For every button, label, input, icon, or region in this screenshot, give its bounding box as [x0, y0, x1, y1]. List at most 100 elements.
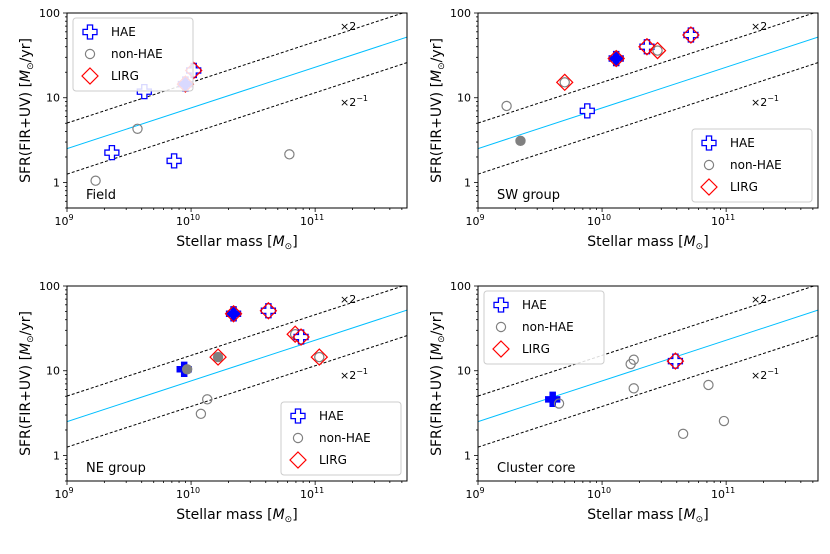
x2-annotation: ×2 [340, 293, 356, 306]
y-tick-label: 10 [46, 92, 60, 105]
lirg-marker [648, 41, 667, 60]
y-tick-label: 100 [39, 280, 60, 293]
hae-point [225, 306, 242, 322]
x-tick-label: 109 [54, 213, 73, 228]
non-hae-point [212, 351, 224, 363]
x-axis-label: Stellar mass [M⊙] [587, 234, 708, 252]
y-tick-label: 1 [53, 449, 60, 462]
legend-label: HAE [522, 298, 547, 312]
non-hae-point [652, 45, 663, 56]
y-axis-label: SFR(FIR+UV) [M⊙/yr] [18, 311, 36, 456]
x-tick-label: 1011 [300, 213, 324, 228]
legend-label: non-HAE [730, 158, 782, 172]
sequence-lines [67, 286, 407, 448]
legend-lirg-marker [81, 67, 99, 85]
lirg-marker [638, 37, 656, 56]
legend-label: LIRG [111, 69, 139, 83]
non-hae-point [284, 149, 295, 160]
legend-non-hae-marker [495, 321, 507, 333]
legend-label: non-HAE [319, 431, 371, 445]
panel-title: NE group [86, 461, 146, 476]
panel-title: Cluster core [497, 461, 575, 476]
legend-hae-marker [82, 24, 98, 40]
legend-non-hae-marker [292, 432, 304, 444]
panel-cluster-core: 109 1010 1011 1 10 100 Stellar mass [M⊙] SFR(FI… [429, 280, 819, 525]
hae-point [608, 50, 624, 67]
legend-lirg-marker [289, 451, 307, 469]
non-hae-point [553, 398, 565, 409]
legend-label: HAE [111, 25, 136, 39]
hae-point [104, 144, 120, 161]
non-hae-point [703, 379, 714, 391]
legend-label: LIRG [319, 453, 347, 467]
x2-annotation: ×2 [751, 293, 767, 306]
y-tick-label: 100 [450, 7, 471, 20]
legend: HAE non-HAE LIRG [280, 401, 402, 476]
non-hae-point [314, 351, 325, 363]
non-hae-point [132, 123, 143, 135]
x-tick-label: 1011 [300, 486, 324, 501]
x-tick-label: 1010 [176, 213, 200, 228]
sequence-lines [478, 13, 818, 175]
hae-point [639, 39, 655, 55]
x2-inverse-annotation: ×2−1 [340, 94, 368, 109]
x2-inverse-annotation: ×2−1 [340, 367, 368, 382]
lirg-marker [607, 49, 626, 68]
legend-label: HAE [730, 136, 755, 150]
non-hae-point [718, 415, 730, 427]
legend-label: non-HAE [111, 47, 163, 61]
x2-annotation: ×2 [340, 20, 356, 33]
non-hae-point [677, 428, 689, 440]
main-sequence-line [478, 36, 818, 150]
non-hae-point [628, 354, 639, 365]
y-tick-label: 10 [457, 365, 471, 378]
x-tick-label: 109 [465, 486, 484, 501]
hae-point [579, 103, 595, 119]
lirg-marker [259, 301, 278, 320]
y-tick-label: 10 [457, 92, 471, 105]
non-hae-point [90, 175, 101, 186]
x-tick-label: 1010 [587, 213, 611, 228]
y-axis-label: SFR(FIR+UV) [M⊙/yr] [429, 38, 447, 183]
panel-title: SW group [497, 188, 560, 203]
non-hae-point [515, 135, 526, 147]
legend-box [280, 401, 402, 476]
non-hae-point [195, 408, 207, 420]
legend-label: HAE [319, 409, 344, 423]
legend-hae-marker [701, 135, 717, 151]
legend: HAE non-HAE LIRG [691, 128, 813, 203]
legend: HAE non-HAE LIRG [483, 290, 605, 365]
data-points [176, 301, 329, 420]
main-sequence-line [67, 309, 407, 423]
non-hae-point [202, 394, 213, 405]
lirg-marker [292, 328, 310, 346]
x-axis-label: Stellar mass [M⊙] [176, 234, 297, 252]
non-hae-point [501, 100, 512, 112]
data-points [545, 352, 730, 440]
lirg-marker [666, 352, 685, 370]
y-tick-label: 1 [464, 176, 471, 189]
data-points [501, 26, 700, 147]
hae-point [293, 329, 309, 345]
panel-ne-group: 109 1010 1011 1 10 100 Stellar mass [M⊙] SFR(FI… [18, 280, 408, 525]
main-sequence-line [478, 309, 818, 423]
y-tick-label: 1 [464, 449, 471, 462]
legend-label: LIRG [730, 180, 758, 194]
y-tick-label: 100 [39, 7, 60, 20]
main-sequence-line [67, 36, 407, 150]
legend-label: LIRG [522, 342, 550, 356]
x2-inverse-annotation: ×2−1 [751, 94, 779, 109]
x-tick-label: 1010 [176, 486, 200, 501]
x-tick-label: 109 [465, 213, 484, 228]
x-tick-label: 1010 [587, 486, 611, 501]
x2-annotation: ×2 [751, 20, 767, 33]
legend-non-hae-marker [84, 48, 96, 60]
x2-inverse-annotation: ×2−1 [751, 367, 779, 382]
non-hae-point [628, 383, 639, 394]
x-tick-label: 1011 [711, 213, 735, 228]
hae-point [260, 303, 277, 319]
sequence-lines [67, 13, 407, 175]
non-hae-point [559, 77, 570, 88]
legend-box [483, 290, 605, 365]
y-tick-label: 10 [46, 365, 60, 378]
